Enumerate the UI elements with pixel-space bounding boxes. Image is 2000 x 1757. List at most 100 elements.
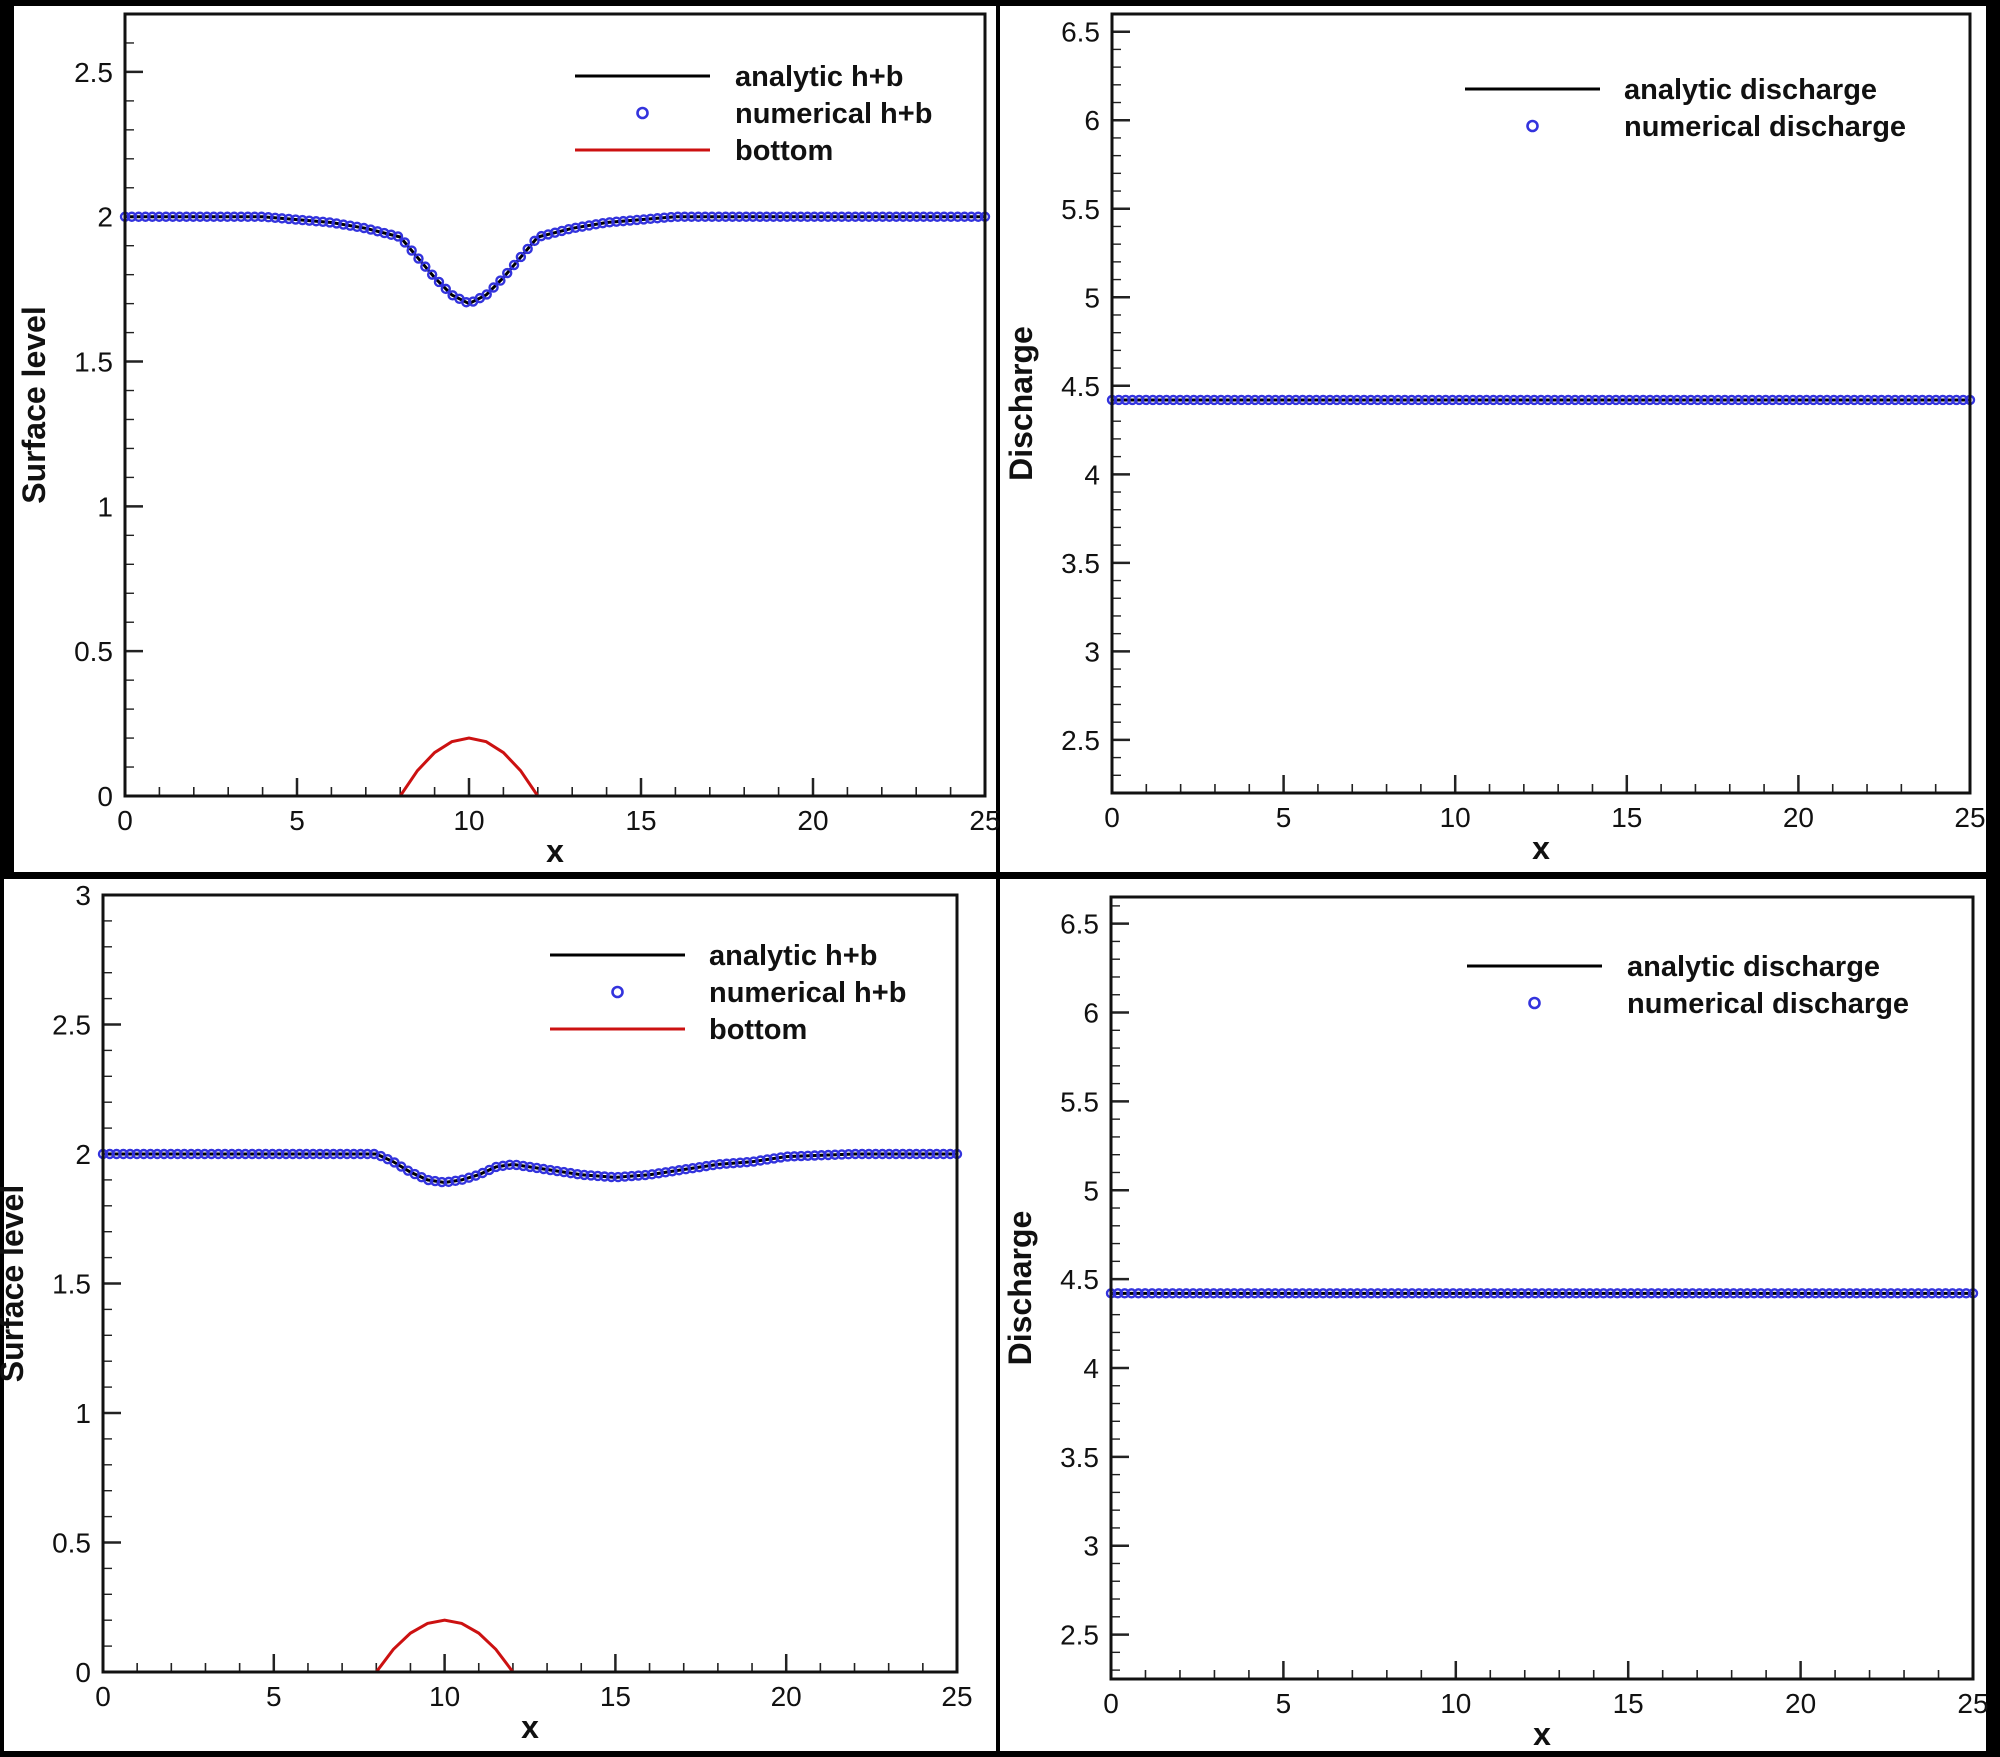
series-markers-numerical-h-b xyxy=(119,211,991,308)
data-point xyxy=(877,1148,888,1160)
data-point xyxy=(131,1148,143,1160)
data-point xyxy=(502,267,513,279)
y-tick-label: 4.5 xyxy=(1060,1264,1099,1295)
x-tick-label: 25 xyxy=(1954,802,1985,833)
data-point xyxy=(399,237,411,248)
data-point xyxy=(440,283,451,295)
data-point xyxy=(287,1148,298,1160)
data-point xyxy=(226,1148,237,1160)
y-tick-label: 5.5 xyxy=(1060,1086,1099,1117)
legend-entry-label: numerical h+b xyxy=(735,98,932,130)
x-tick-label: 25 xyxy=(969,805,1000,836)
y-tick-label: 0 xyxy=(97,781,113,812)
legend-swatch-marker xyxy=(1526,119,1539,133)
data-point xyxy=(924,1148,936,1160)
data-point xyxy=(206,1148,217,1160)
data-point xyxy=(488,282,499,293)
x-tick-label: 20 xyxy=(1785,1688,1816,1719)
y-tick-label: 5 xyxy=(1083,1175,1099,1206)
legend: analytic discharge numerical discharge xyxy=(1467,951,1909,1020)
data-point xyxy=(481,289,492,300)
y-axis-title: Discharge xyxy=(1003,326,1039,481)
y-tick-label: 5.5 xyxy=(1061,194,1100,225)
x-tick-label: 15 xyxy=(625,805,656,836)
chart-panel-bottom-right: 0 5 10 15 20 25 2.5 3 3.5 4 4.5 5 5.5 6 6.5 x Discharge a… xyxy=(1000,879,1989,1752)
y-axis-title: Surface level xyxy=(0,1185,30,1382)
data-point xyxy=(280,1148,292,1160)
data-point xyxy=(104,1148,115,1160)
series-line-bottom xyxy=(375,1618,515,1673)
data-point xyxy=(836,1149,847,1160)
y-tick-label: 3 xyxy=(1083,1531,1099,1562)
data-point xyxy=(185,1148,197,1160)
legend-entry-label: numerical discharge xyxy=(1627,988,1909,1020)
x-tick-label: 10 xyxy=(453,805,484,836)
data-point xyxy=(789,1151,800,1162)
data-point xyxy=(138,1148,149,1160)
x-axis-title: x xyxy=(1532,830,1550,866)
data-point xyxy=(911,1148,922,1160)
legend-entry-label: bottom xyxy=(709,1014,807,1046)
data-point xyxy=(606,1171,617,1183)
data-point xyxy=(233,1148,244,1160)
data-point xyxy=(823,1149,834,1161)
data-point xyxy=(219,1148,231,1160)
x-tick-label: 5 xyxy=(1276,1688,1292,1719)
series-markers-numerical-discharge xyxy=(1105,1288,1979,1299)
data-point xyxy=(321,1148,332,1160)
data-point xyxy=(348,1148,359,1160)
legend-swatch-marker xyxy=(1528,996,1541,1010)
data-point xyxy=(917,1148,929,1160)
x-axis-title: x xyxy=(1533,1716,1551,1752)
y-tick-label: 0.5 xyxy=(52,1528,91,1559)
x-tick-label: 15 xyxy=(600,1681,631,1712)
panel-background xyxy=(4,879,996,1751)
y-axis-title: Surface level xyxy=(16,306,52,503)
legend-swatch-marker xyxy=(611,985,624,999)
data-point xyxy=(355,1148,366,1160)
y-tick-label: 6 xyxy=(1083,998,1099,1029)
x-tick-label: 20 xyxy=(1783,802,1814,833)
data-point xyxy=(843,1149,854,1160)
y-tick-label: 6.5 xyxy=(1061,17,1100,48)
data-point xyxy=(856,1148,868,1160)
y-tick-label: 6 xyxy=(1084,105,1100,136)
y-tick-label: 5 xyxy=(1084,282,1100,313)
data-point xyxy=(111,1148,122,1160)
y-tick-label: 2.5 xyxy=(52,1010,91,1041)
x-tick-label: 5 xyxy=(289,805,305,836)
data-point xyxy=(495,275,506,286)
data-point xyxy=(850,1148,861,1160)
data-point xyxy=(179,1148,190,1160)
data-point xyxy=(158,1148,170,1160)
y-tick-label: 2.5 xyxy=(1060,1620,1099,1651)
x-tick-label: 25 xyxy=(941,1681,972,1712)
data-point xyxy=(413,253,424,264)
data-point xyxy=(199,1148,210,1160)
data-point xyxy=(240,1148,251,1160)
y-tick-label: 1.5 xyxy=(74,347,113,378)
y-tick-label: 3 xyxy=(75,880,91,911)
x-tick-label: 20 xyxy=(771,1681,802,1712)
x-tick-label: 20 xyxy=(797,805,828,836)
chart-panel-top-right: 0 5 10 15 20 25 2.5 3 3.5 4 4.5 5 5.5 6 6.5 x Discharge a… xyxy=(1000,6,1986,872)
x-tick-label: 25 xyxy=(1957,1688,1988,1719)
x-axis-title: x xyxy=(521,1709,539,1745)
data-point xyxy=(145,1148,156,1160)
data-point xyxy=(335,1148,346,1160)
data-point xyxy=(829,1149,841,1160)
data-point xyxy=(420,261,431,272)
data-point xyxy=(406,245,417,256)
y-tick-label: 4.5 xyxy=(1061,371,1100,402)
data-point xyxy=(341,1148,353,1160)
x-tick-label: 0 xyxy=(117,805,133,836)
data-point xyxy=(931,1148,942,1160)
plot-frame xyxy=(1110,12,1972,795)
y-tick-label: 2.5 xyxy=(1061,725,1100,756)
y-tick-label: 4 xyxy=(1083,1353,1099,1384)
x-tick-label: 5 xyxy=(266,1681,282,1712)
x-tick-label: 0 xyxy=(1104,802,1120,833)
legend-entry-label: numerical h+b xyxy=(709,977,906,1009)
legend-entry-label: analytic discharge xyxy=(1627,951,1880,983)
chart-panel-top-left: 0 5 10 15 20 25 0 0.5 1 1.5 2 2.5 x Surface level anal… xyxy=(14,6,1001,872)
